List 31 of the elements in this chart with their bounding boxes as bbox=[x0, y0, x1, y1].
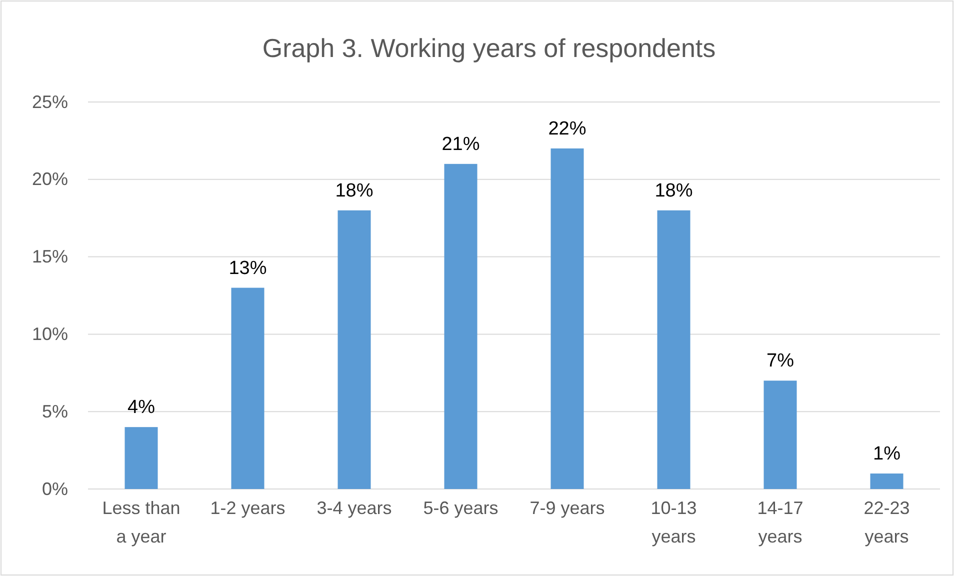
data-label: 22% bbox=[548, 118, 586, 140]
bar bbox=[338, 210, 371, 489]
data-label: 13% bbox=[228, 258, 267, 279]
x-tick-label: 10-13 years bbox=[650, 498, 697, 547]
x-tick-label: Less than a year bbox=[102, 498, 180, 547]
bar bbox=[444, 164, 478, 489]
bar bbox=[764, 380, 797, 489]
bar bbox=[550, 148, 584, 489]
chart-title: Graph 3. Working years of respondents bbox=[262, 33, 716, 63]
data-label: 18% bbox=[335, 180, 374, 202]
bar bbox=[124, 427, 158, 489]
x-tick-label: 14-17 years bbox=[757, 498, 804, 547]
y-tick-label: 25% bbox=[32, 92, 68, 112]
bar bbox=[870, 474, 904, 489]
bar bbox=[231, 288, 264, 489]
x-tick-label: 1-2 years bbox=[210, 498, 286, 518]
data-label: 4% bbox=[128, 397, 156, 418]
x-tick-label: 3-4 years bbox=[316, 498, 392, 518]
data-label: 7% bbox=[766, 350, 794, 372]
x-tick-label: 22-23 years bbox=[864, 498, 910, 547]
x-tick-label: 7-9 years bbox=[530, 498, 605, 518]
y-tick-label: 0% bbox=[42, 478, 68, 499]
bar bbox=[657, 210, 690, 489]
data-label: 21% bbox=[442, 134, 480, 155]
y-tick-label: 20% bbox=[32, 169, 68, 190]
x-tick-label: 5-6 years bbox=[423, 498, 498, 518]
data-label: 18% bbox=[654, 180, 693, 202]
y-tick-label: 5% bbox=[42, 401, 68, 422]
y-tick-label: 15% bbox=[32, 246, 68, 267]
data-label: 1% bbox=[873, 444, 901, 465]
y-tick-label: 10% bbox=[32, 324, 68, 344]
